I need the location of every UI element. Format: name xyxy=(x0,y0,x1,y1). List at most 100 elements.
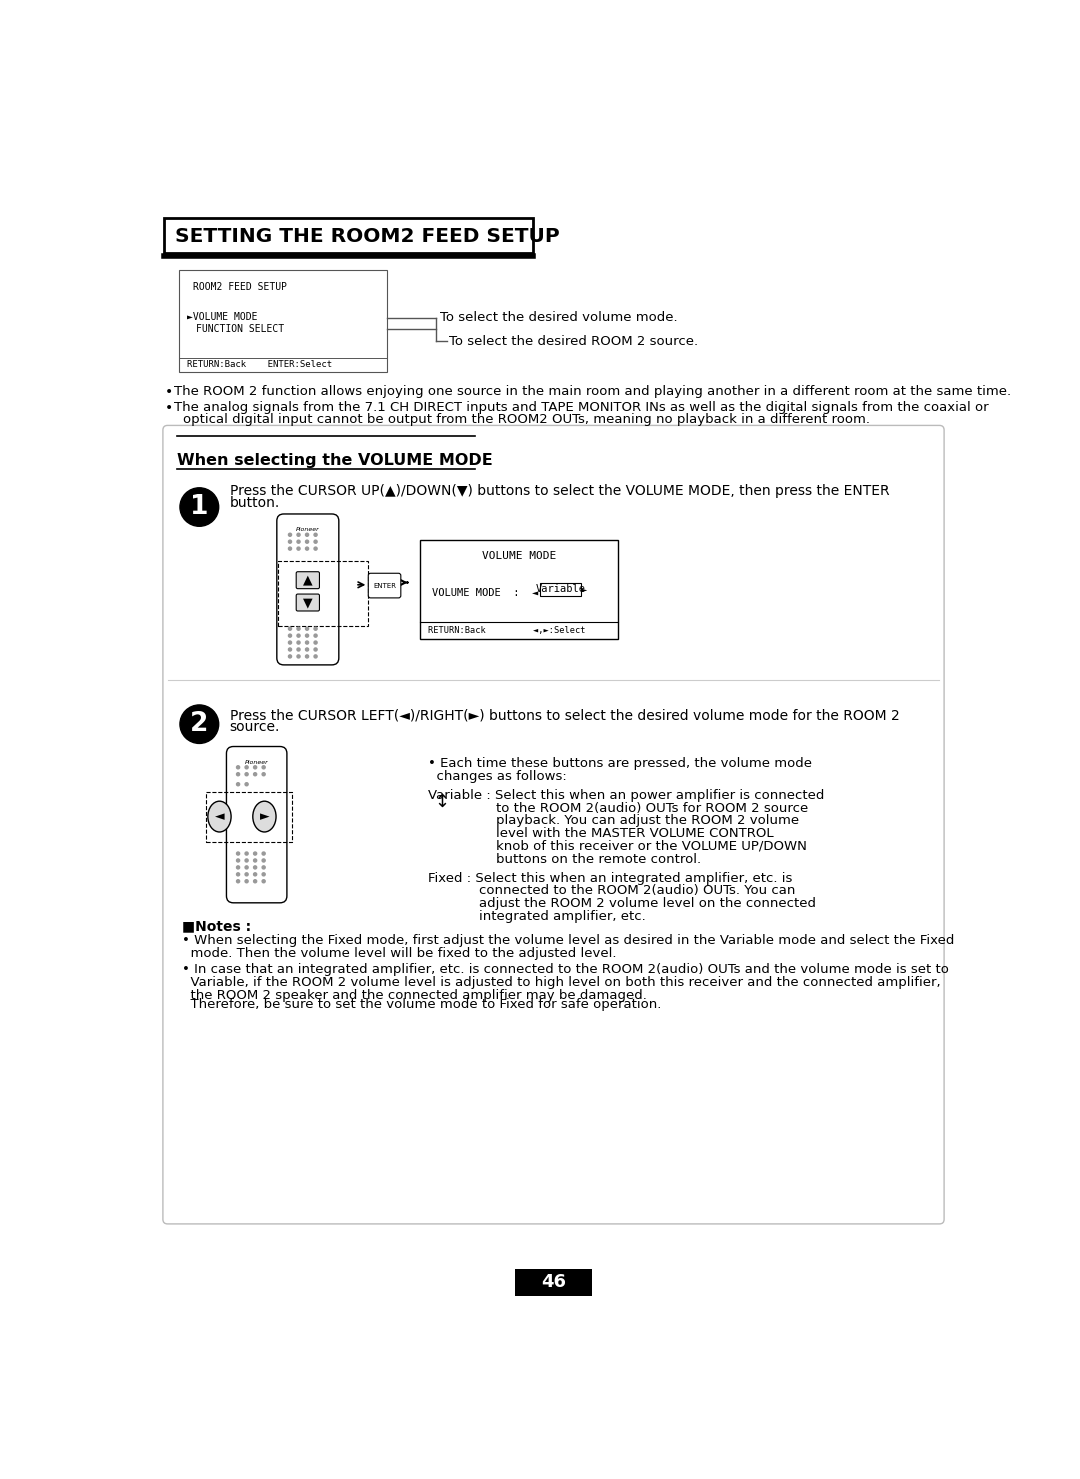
Circle shape xyxy=(288,648,292,651)
Text: mode. Then the volume level will be fixed to the adjusted level.: mode. Then the volume level will be fixe… xyxy=(181,947,616,960)
Circle shape xyxy=(306,634,309,637)
Text: connected to the ROOM 2(audio) OUTs. You can: connected to the ROOM 2(audio) OUTs. You… xyxy=(428,884,795,898)
Text: ◄: ◄ xyxy=(215,810,225,824)
Bar xyxy=(515,1269,592,1296)
Circle shape xyxy=(306,627,309,630)
Bar xyxy=(164,217,532,253)
Bar xyxy=(540,583,581,596)
Text: Variable : Select this when an power amplifier is connected: Variable : Select this when an power amp… xyxy=(428,790,824,802)
Circle shape xyxy=(306,648,309,651)
Circle shape xyxy=(237,766,240,769)
Circle shape xyxy=(297,627,300,630)
Circle shape xyxy=(237,772,240,776)
Circle shape xyxy=(254,880,257,883)
Circle shape xyxy=(288,634,292,637)
Circle shape xyxy=(245,873,248,876)
Circle shape xyxy=(288,640,292,643)
Circle shape xyxy=(288,547,292,550)
Circle shape xyxy=(254,873,257,876)
Text: playback. You can adjust the ROOM 2 volume: playback. You can adjust the ROOM 2 volu… xyxy=(428,815,799,827)
Text: to the ROOM 2(audio) OUTs for ROOM 2 source: to the ROOM 2(audio) OUTs for ROOM 2 sou… xyxy=(428,802,808,815)
Text: VOLUME MODE: VOLUME MODE xyxy=(482,552,556,561)
Text: buttons on the remote control.: buttons on the remote control. xyxy=(428,852,701,865)
Bar xyxy=(278,561,368,627)
Circle shape xyxy=(245,880,248,883)
Ellipse shape xyxy=(253,802,276,833)
Circle shape xyxy=(180,488,218,527)
Text: • Each time these buttons are pressed, the volume mode: • Each time these buttons are pressed, t… xyxy=(428,757,812,771)
Circle shape xyxy=(288,540,292,543)
Circle shape xyxy=(237,859,240,862)
Circle shape xyxy=(314,547,318,550)
Text: • When selecting the Fixed mode, first adjust the volume level as desired in the: • When selecting the Fixed mode, first a… xyxy=(181,935,954,947)
Bar xyxy=(206,791,292,842)
Text: The ROOM 2 function allows enjoying one source in the main room and playing anot: The ROOM 2 function allows enjoying one … xyxy=(174,386,1011,398)
Text: source.: source. xyxy=(230,720,280,735)
Circle shape xyxy=(254,859,257,862)
Text: Pioneer: Pioneer xyxy=(296,527,320,532)
Text: RETURN:Back         ◄,►:Select: RETURN:Back ◄,►:Select xyxy=(428,626,585,634)
Text: ▼: ▼ xyxy=(303,596,312,609)
Circle shape xyxy=(262,865,266,870)
Text: ►: ► xyxy=(259,810,269,824)
Circle shape xyxy=(262,880,266,883)
Circle shape xyxy=(180,705,218,744)
Text: changes as follows:: changes as follows: xyxy=(428,771,567,782)
Text: To select the desired volume mode.: To select the desired volume mode. xyxy=(441,311,678,324)
Circle shape xyxy=(314,655,318,658)
Circle shape xyxy=(245,852,248,855)
Circle shape xyxy=(237,852,240,855)
Circle shape xyxy=(262,873,266,876)
Circle shape xyxy=(297,648,300,651)
Circle shape xyxy=(262,852,266,855)
Circle shape xyxy=(314,634,318,637)
Circle shape xyxy=(288,627,292,630)
Circle shape xyxy=(237,782,240,785)
Circle shape xyxy=(314,534,318,537)
Text: ENTER: ENTER xyxy=(373,583,396,589)
Text: Therefore, be sure to set the volume mode to Fixed for safe operation.: Therefore, be sure to set the volume mod… xyxy=(181,998,661,1010)
Text: Variable: Variable xyxy=(536,584,585,595)
Circle shape xyxy=(245,766,248,769)
Circle shape xyxy=(237,880,240,883)
Circle shape xyxy=(262,859,266,862)
Circle shape xyxy=(254,766,257,769)
Text: ►: ► xyxy=(581,584,588,595)
Circle shape xyxy=(245,782,248,785)
Circle shape xyxy=(297,534,300,537)
Circle shape xyxy=(314,627,318,630)
Text: To select the desired ROOM 2 source.: To select the desired ROOM 2 source. xyxy=(449,334,698,348)
Text: When selecting the VOLUME MODE: When selecting the VOLUME MODE xyxy=(177,453,492,469)
Circle shape xyxy=(262,766,266,769)
Text: knob of this receiver or the VOLUME UP/DOWN: knob of this receiver or the VOLUME UP/D… xyxy=(428,840,807,853)
Text: Fixed : Select this when an integrated amplifier, etc. is: Fixed : Select this when an integrated a… xyxy=(428,871,793,884)
Text: VOLUME MODE  :  ◄: VOLUME MODE : ◄ xyxy=(432,587,538,598)
Text: FUNCTION SELECT: FUNCTION SELECT xyxy=(197,324,284,334)
Circle shape xyxy=(254,865,257,870)
Bar xyxy=(420,540,618,639)
Text: the ROOM 2 speaker and the connected amplifier may be damaged.: the ROOM 2 speaker and the connected amp… xyxy=(181,989,646,1001)
Circle shape xyxy=(306,540,309,543)
Circle shape xyxy=(297,655,300,658)
Text: button.: button. xyxy=(230,497,280,510)
Text: •: • xyxy=(164,401,173,414)
Circle shape xyxy=(254,772,257,776)
Circle shape xyxy=(254,852,257,855)
Text: ■Notes :: ■Notes : xyxy=(181,918,251,933)
Circle shape xyxy=(237,865,240,870)
Text: SETTING THE ROOM2 FEED SETUP: SETTING THE ROOM2 FEED SETUP xyxy=(175,228,559,247)
Circle shape xyxy=(306,640,309,643)
Text: The analog signals from the 7.1 CH DIRECT inputs and TAPE MONITOR INs as well as: The analog signals from the 7.1 CH DIREC… xyxy=(174,401,988,414)
Ellipse shape xyxy=(207,802,231,833)
Circle shape xyxy=(297,547,300,550)
Circle shape xyxy=(306,547,309,550)
Circle shape xyxy=(306,534,309,537)
Circle shape xyxy=(245,772,248,776)
Text: adjust the ROOM 2 volume level on the connected: adjust the ROOM 2 volume level on the co… xyxy=(428,898,816,910)
Text: optical digital input cannot be output from the ROOM2 OUTs, meaning no playback : optical digital input cannot be output f… xyxy=(183,413,870,426)
Text: ▲: ▲ xyxy=(303,574,312,587)
FancyBboxPatch shape xyxy=(227,747,287,902)
FancyBboxPatch shape xyxy=(276,515,339,666)
Text: 1: 1 xyxy=(190,494,208,521)
Text: Variable, if the ROOM 2 volume level is adjusted to high level on both this rece: Variable, if the ROOM 2 volume level is … xyxy=(181,976,940,989)
